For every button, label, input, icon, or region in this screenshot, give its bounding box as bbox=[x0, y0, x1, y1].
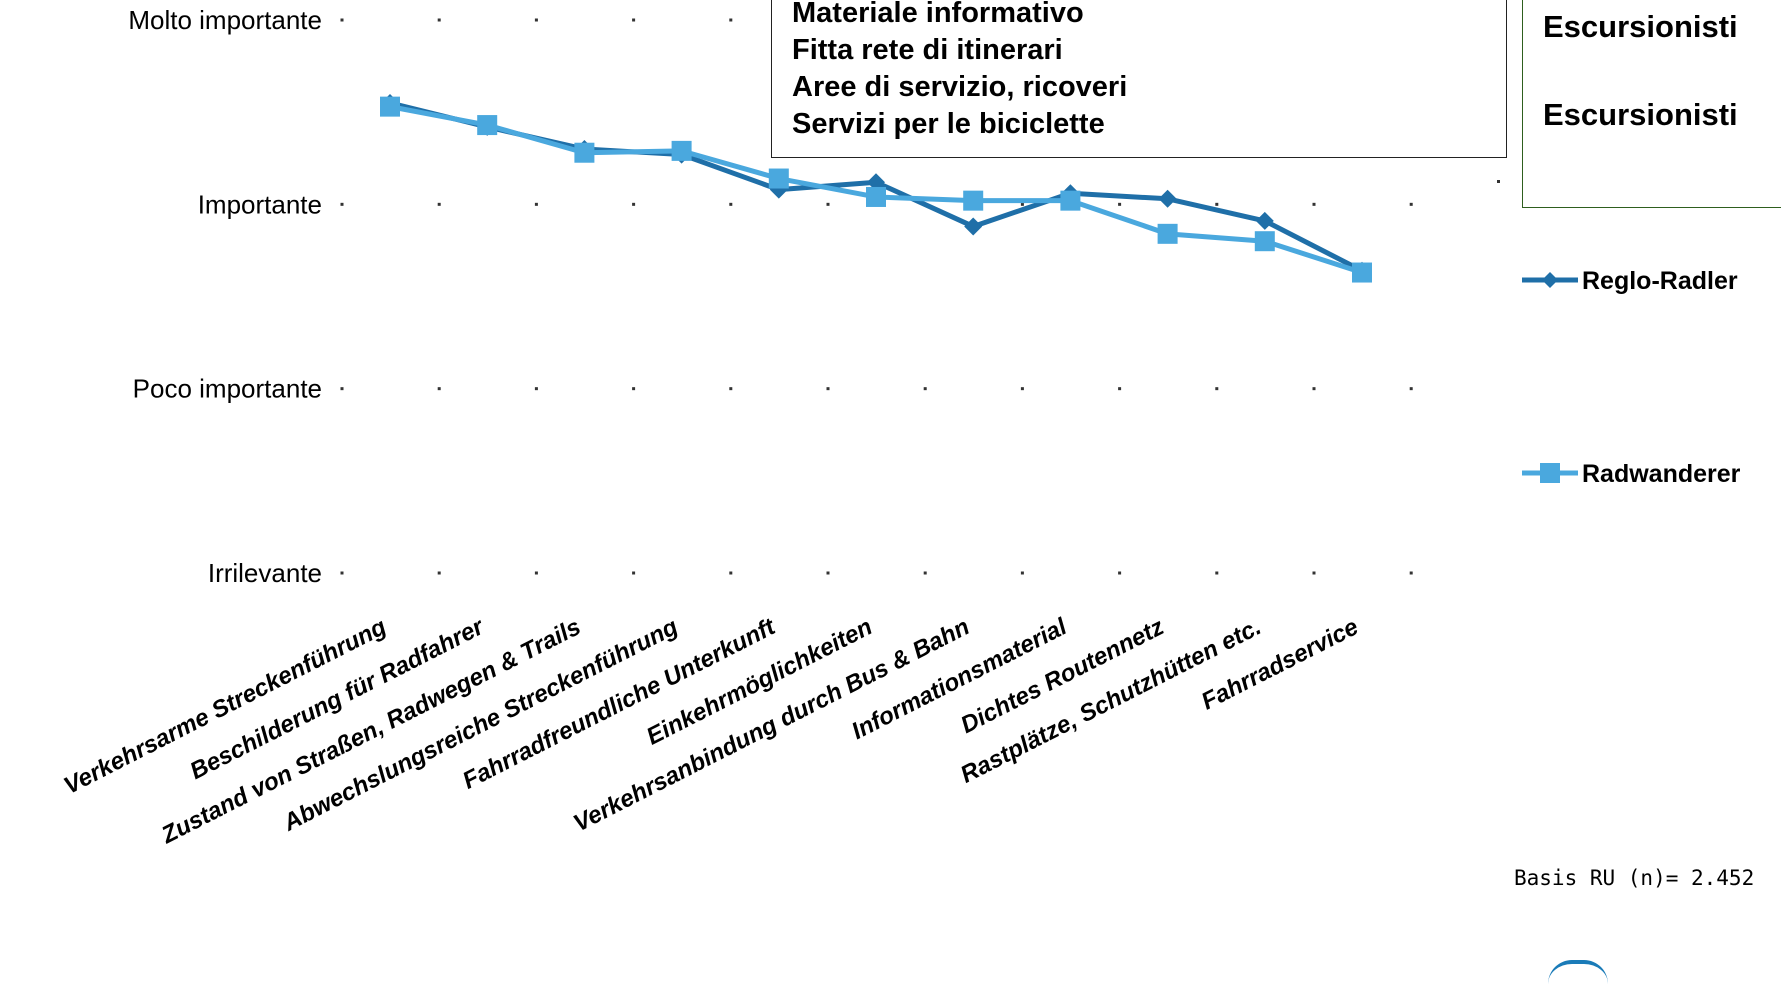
legend-label: Reglo-Radler bbox=[1582, 267, 1738, 295]
data-point bbox=[1352, 262, 1372, 283]
sample-size-note: Basis RU (n)= 2.452 bbox=[1514, 866, 1755, 890]
data-point bbox=[1157, 223, 1178, 244]
grid-dot bbox=[632, 202, 636, 206]
grid-dot bbox=[1409, 571, 1413, 575]
grid-dot bbox=[437, 18, 441, 22]
group-label-2: Escursionisti bbox=[1543, 97, 1738, 132]
grid-dot bbox=[1215, 387, 1219, 391]
y-scale-label: Poco importante bbox=[133, 374, 322, 404]
grid-dot bbox=[632, 18, 636, 22]
grid-dot bbox=[1312, 387, 1316, 391]
grid-dot bbox=[1409, 387, 1413, 391]
group-label-1: Escursionisti bbox=[1543, 9, 1738, 44]
y-scale-label: Irrilevante bbox=[208, 558, 322, 588]
grid-dot bbox=[1020, 571, 1024, 575]
grid-dot bbox=[826, 202, 830, 206]
legend: Reglo-Radler Radwanderer bbox=[1522, 267, 1741, 488]
data-point bbox=[964, 217, 983, 236]
grid-dot bbox=[340, 387, 344, 391]
grid-dot bbox=[534, 18, 538, 22]
legend-marker bbox=[1540, 463, 1560, 483]
data-point bbox=[1060, 190, 1081, 211]
grid-dot bbox=[437, 387, 441, 391]
data-point bbox=[867, 173, 885, 192]
grid-dot bbox=[1215, 571, 1219, 575]
grid-dot bbox=[632, 387, 636, 391]
grid-dot bbox=[1118, 387, 1122, 391]
grid-dot bbox=[1312, 202, 1316, 206]
overlay-line-4: Servizi per le biciclette bbox=[792, 108, 1105, 140]
overlay-line-3: Aree di servizio, ricoveri bbox=[792, 71, 1128, 103]
grid-dot bbox=[1497, 180, 1500, 183]
data-point bbox=[768, 168, 789, 189]
grid-dot bbox=[826, 571, 830, 575]
legend-label: Radwanderer bbox=[1582, 460, 1741, 488]
grid-dot bbox=[826, 387, 830, 391]
grid-dot bbox=[534, 387, 538, 391]
data-point bbox=[671, 140, 692, 161]
data-point bbox=[1158, 189, 1177, 208]
grid-dot bbox=[923, 387, 927, 391]
grid-dot bbox=[1409, 202, 1413, 206]
legend-marker bbox=[1542, 272, 1558, 288]
grid-dot bbox=[729, 202, 733, 206]
y-axis-labels: Irrilevante Poco importante Importante Molt… bbox=[128, 5, 322, 588]
grid-dot bbox=[1020, 387, 1024, 391]
grid-dot bbox=[632, 571, 636, 575]
x-axis-tick-labels: Verkehrsarme StreckenführungBeschilderun… bbox=[60, 613, 1363, 850]
grid-dot bbox=[437, 571, 441, 575]
overlay-line-1: Materiale informativo bbox=[792, 0, 1084, 29]
grid-dot bbox=[729, 387, 733, 391]
grid-dot bbox=[534, 571, 538, 575]
data-point bbox=[380, 96, 400, 117]
data-point bbox=[963, 190, 984, 211]
grid-dot bbox=[340, 18, 344, 22]
grid-dot bbox=[729, 18, 733, 22]
data-point bbox=[574, 142, 595, 163]
data-point bbox=[1255, 211, 1274, 230]
y-scale-label: Importante bbox=[198, 189, 322, 219]
data-point bbox=[866, 186, 886, 207]
y-scale-label: Molto importante bbox=[128, 5, 322, 35]
grid-dot bbox=[1312, 571, 1316, 575]
brand-logo-icon bbox=[1548, 960, 1608, 984]
group-legend-box: Escursionisti Escursionisti bbox=[1522, 0, 1781, 208]
grid-dot bbox=[1215, 202, 1219, 206]
overlay-textbox: Materiale informativo Fitta rete di itin… bbox=[771, 0, 1507, 158]
grid-dot bbox=[1118, 571, 1122, 575]
grid-dot bbox=[1020, 202, 1024, 206]
grid-dot bbox=[923, 571, 927, 575]
x-tick-label: Zustand von Straßen, Radwegen & Trails bbox=[156, 613, 585, 849]
grid-dot bbox=[340, 571, 344, 575]
series-markers bbox=[380, 93, 1372, 283]
grid-dot bbox=[437, 202, 441, 206]
data-point bbox=[477, 115, 498, 136]
grid-dot bbox=[340, 202, 344, 206]
grid-dot bbox=[1118, 202, 1122, 206]
grid-dot bbox=[729, 571, 733, 575]
data-point bbox=[1254, 231, 1275, 252]
overlay-line-2: Fitta rete di itinerari bbox=[792, 34, 1063, 66]
grid-dot bbox=[534, 202, 538, 206]
